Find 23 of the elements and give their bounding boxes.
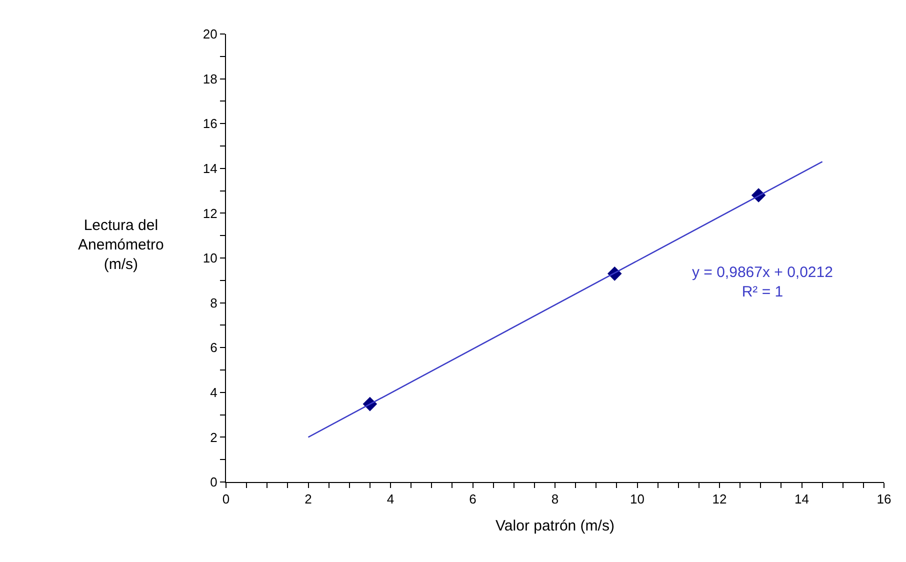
y-tick-label: 12 [202, 206, 218, 221]
y-tick-label: 4 [210, 384, 218, 400]
y-tick-label: 18 [202, 71, 218, 86]
y-tick-label: 6 [210, 340, 218, 356]
x-tick-label: 6 [469, 492, 476, 507]
y-tick-label: 8 [210, 295, 218, 310]
y-axis-title: Lectura del Anemómetro (m/s) [78, 217, 164, 273]
y-tick-label: 14 [202, 160, 218, 176]
y-tick-label: 0 [210, 474, 218, 490]
y-tick-label: 2 [210, 430, 218, 445]
x-tick-label: 10 [630, 492, 644, 507]
x-tick-label: 16 [876, 492, 892, 507]
annotation: y = 0,9867x + 0,0212 R² = 1 [692, 264, 833, 300]
y-tick-label: 16 [202, 116, 218, 132]
x-axis-title: Valor patrón (m/s) [496, 518, 614, 535]
x-tick-label: 8 [551, 492, 559, 507]
y-tick-label: 10 [202, 250, 218, 266]
x-tick-label: 4 [386, 492, 394, 507]
y-tick-label: 20 [202, 26, 218, 42]
x-tick-label: 2 [304, 492, 312, 507]
x-tick-label: 0 [222, 492, 230, 507]
x-tick-label: 14 [794, 492, 809, 507]
x-tick-label: 12 [712, 492, 727, 507]
